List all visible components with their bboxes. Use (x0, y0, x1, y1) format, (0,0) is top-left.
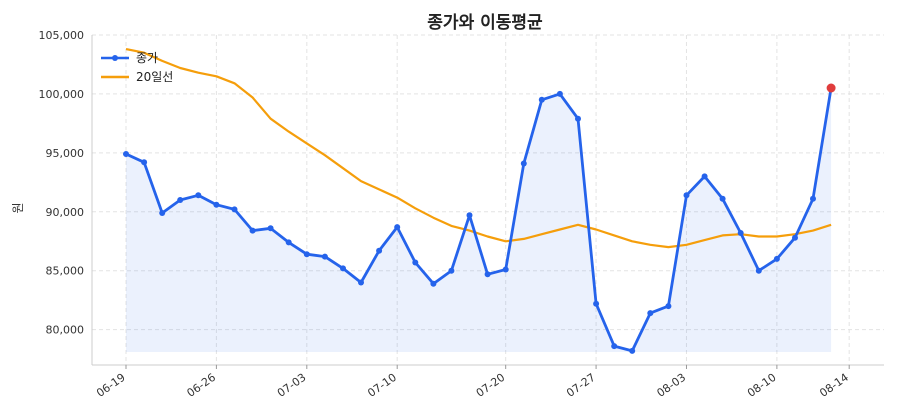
series-layer (123, 48, 836, 354)
data-point-close (358, 279, 364, 286)
data-point-close (556, 90, 563, 97)
legend-label-close: 종가 (136, 51, 158, 65)
legend-label-ma20: 20일선 (136, 70, 173, 84)
data-point-close (267, 225, 274, 232)
y-tick-label: 95,000 (46, 147, 85, 160)
data-point-close (520, 160, 527, 167)
highlight-point (826, 83, 836, 93)
data-point-close (177, 197, 184, 203)
data-point-close (249, 227, 256, 234)
data-point-close (159, 210, 166, 216)
y-tick-labels: 80,000 85,000 90,000 95,000 100,000 105,000 (39, 29, 85, 337)
data-point-close (502, 266, 509, 273)
y-tick-label: 90,000 (46, 206, 85, 219)
data-point-close (123, 151, 129, 157)
axes (91, 35, 884, 366)
x-tick-label: 08-14 (817, 371, 851, 400)
data-point-close (448, 267, 455, 274)
data-point-close (647, 310, 654, 317)
x-tick-labels: 06-19 06-26 07-03 07-10 07-20 07-27 08-03 08-10… (94, 365, 851, 400)
area-fill-layer (126, 88, 832, 352)
close-area-fill (126, 88, 832, 352)
x-tick-label: 08-03 (655, 371, 689, 400)
x-tick-label: 07-10 (365, 371, 399, 400)
data-point-close (321, 253, 328, 260)
data-point-close (719, 195, 726, 202)
series-line-close (125, 87, 833, 353)
data-point-close (303, 251, 310, 258)
data-point-close (810, 195, 816, 202)
series-line-ma20 (125, 48, 832, 249)
data-point-close (376, 247, 383, 254)
y-tick-label: 80,000 (46, 324, 85, 337)
data-point-close (773, 255, 780, 262)
y-tick-label: 105,000 (39, 29, 85, 42)
x-tick-label: 07-03 (275, 371, 309, 400)
data-point-close (195, 192, 202, 199)
data-point-close (737, 230, 744, 236)
x-tick-label: 08-10 (745, 371, 779, 400)
data-point-close (412, 259, 419, 266)
data-point-close (755, 267, 762, 274)
grid-lines (92, 34, 884, 365)
data-point-close (575, 115, 581, 122)
data-point-close (340, 265, 346, 272)
data-point-close (538, 96, 545, 103)
data-point-close (430, 280, 437, 287)
data-point-close (629, 347, 636, 354)
legend: 종가 20일선 (101, 51, 173, 84)
chart-title: 종가와 이동평균 (427, 13, 543, 33)
x-tick-label: 06-19 (94, 371, 128, 400)
y-tick-label: 85,000 (46, 265, 85, 278)
data-point-close (213, 201, 220, 208)
legend-marker-close (112, 55, 118, 61)
x-tick-label: 07-20 (474, 371, 508, 400)
x-tick-label: 07-27 (564, 371, 598, 400)
data-point-close (683, 192, 690, 199)
y-axis-label: 원 (11, 202, 25, 213)
data-point-close (701, 173, 708, 180)
data-point-close (611, 343, 618, 350)
data-point-close (141, 159, 148, 166)
data-point-close (466, 212, 473, 219)
data-point-close (792, 234, 798, 241)
x-tick-label: 06-26 (184, 371, 218, 400)
data-point-close (231, 206, 238, 213)
data-point-close (285, 239, 292, 246)
data-point-close (593, 300, 600, 307)
y-tick-label: 100,000 (39, 88, 85, 101)
data-point-close (484, 271, 491, 278)
data-point-close (394, 224, 401, 231)
data-point-close (665, 303, 672, 310)
